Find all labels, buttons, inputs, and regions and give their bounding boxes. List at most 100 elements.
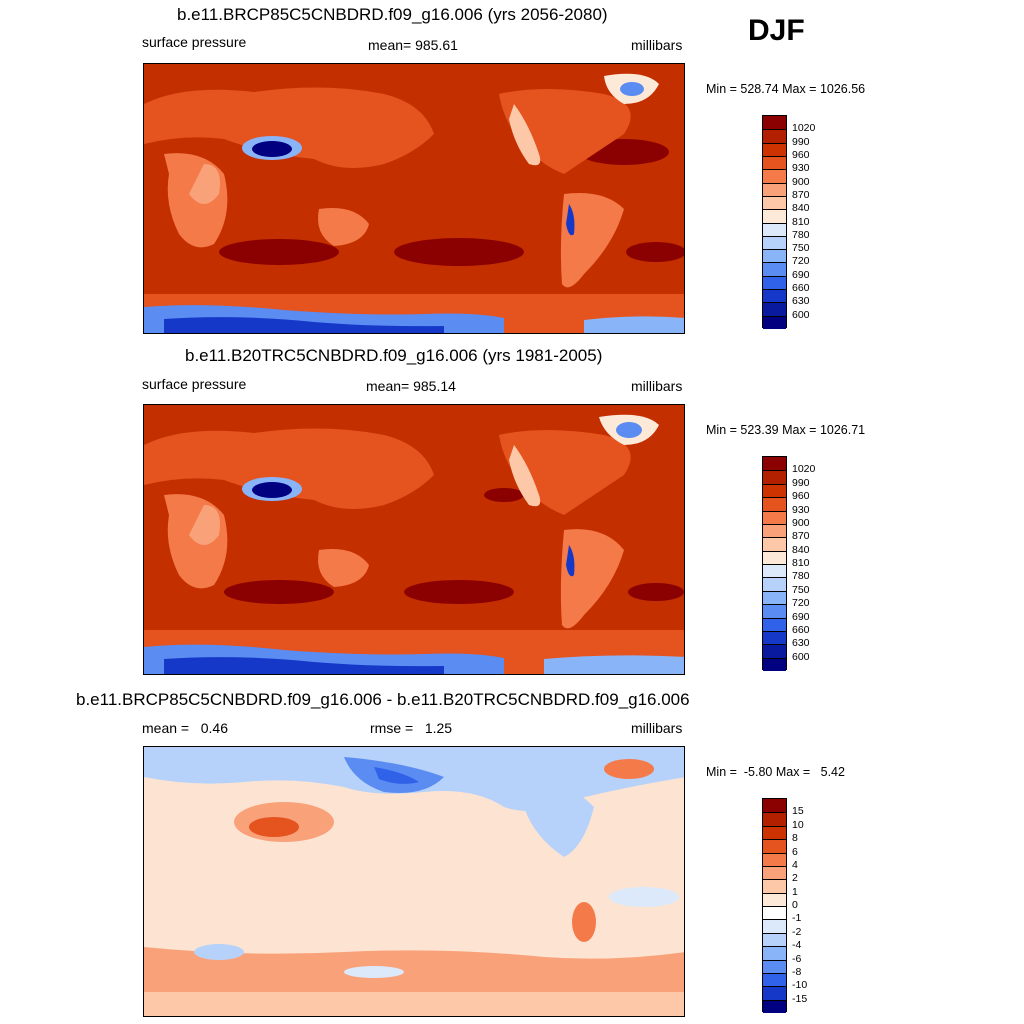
- colorbar-swatch: [763, 959, 786, 973]
- panel2-units-label: millibars: [631, 378, 683, 394]
- colorbar-tick-label: 720: [792, 597, 810, 610]
- colorbar-swatch: [763, 457, 786, 471]
- colorbar-tick-label: 750: [792, 242, 810, 255]
- colorbar-tick-label: 870: [792, 188, 810, 201]
- panel3-map: [143, 746, 685, 1017]
- colorbar-swatch: [763, 919, 786, 933]
- panel2-map: [143, 404, 685, 675]
- colorbar-swatch: [763, 523, 786, 538]
- colorbar-swatch: [763, 839, 786, 853]
- panel3-units-label: millibars: [631, 720, 683, 736]
- colorbar-tick-label: 10: [792, 818, 804, 831]
- colorbar-swatch: [763, 510, 786, 524]
- colorbar-swatch: [763, 182, 786, 196]
- colorbar-swatch: [763, 235, 786, 250]
- colorbar-swatch: [763, 142, 786, 156]
- colorbar-swatch: [763, 604, 786, 618]
- panel2-minmax: Min = 523.39 Max = 1026.71: [706, 423, 866, 437]
- colorbar-tick-label: 990: [792, 135, 810, 148]
- panel1-colorbar: [762, 115, 787, 329]
- colorbar-tick-label: 690: [792, 610, 810, 623]
- panel3-colorbar: [762, 798, 787, 1013]
- colorbar-tick-label: 660: [792, 623, 810, 636]
- panel3-mean-label: mean = 0.46: [142, 720, 229, 736]
- colorbar-tick-label: 960: [792, 490, 810, 503]
- colorbar-swatch: [763, 470, 786, 484]
- colorbar-swatch: [763, 986, 786, 1000]
- panel1-units-label: millibars: [631, 37, 683, 53]
- colorbar-swatch: [763, 906, 786, 920]
- colorbar-swatch: [763, 852, 786, 866]
- colorbar-tick-label: 690: [792, 268, 810, 281]
- colorbar-swatch: [763, 630, 786, 645]
- panel2-variable-label: surface pressure: [142, 376, 247, 392]
- colorbar-swatch: [763, 195, 786, 210]
- colorbar-swatch: [763, 129, 786, 143]
- panel3-rmse-label: rmse = 1.25: [370, 720, 453, 736]
- colorbar-tick-label: 8: [792, 832, 798, 845]
- colorbar-swatch: [763, 657, 786, 671]
- colorbar-tick-label: -2: [792, 925, 802, 938]
- colorbar-tick-label: 630: [792, 295, 810, 308]
- colorbar-tick-label: 720: [792, 255, 810, 268]
- colorbar-swatch: [763, 946, 786, 960]
- colorbar-swatch: [763, 249, 786, 263]
- colorbar-tick-label: 2: [792, 872, 798, 885]
- colorbar-tick-label: 660: [792, 282, 810, 295]
- colorbar-swatch: [763, 275, 786, 290]
- colorbar-tick-label: 990: [792, 476, 810, 489]
- colorbar-swatch: [763, 550, 786, 564]
- colorbar-swatch: [763, 999, 786, 1013]
- colorbar-swatch: [763, 892, 786, 906]
- colorbar-tick-label: 960: [792, 148, 810, 161]
- colorbar-tick-label: -4: [792, 939, 802, 952]
- colorbar-tick-label: -8: [792, 965, 802, 978]
- colorbar-swatch: [763, 497, 786, 511]
- colorbar-tick-label: 810: [792, 215, 810, 228]
- colorbar-swatch: [763, 315, 786, 329]
- colorbar-tick-label: 900: [792, 175, 810, 188]
- colorbar-swatch: [763, 537, 786, 551]
- colorbar-tick-label: 930: [792, 162, 810, 175]
- colorbar-swatch: [763, 222, 786, 236]
- colorbar-tick-label: -10: [792, 979, 808, 992]
- colorbar-tick-label: 630: [792, 637, 810, 650]
- colorbar-swatch: [763, 169, 786, 183]
- colorbar-swatch: [763, 564, 786, 578]
- colorbar-swatch: [763, 879, 786, 893]
- colorbar-tick-label: 1020: [792, 122, 816, 135]
- colorbar-tick-label: 870: [792, 530, 810, 543]
- colorbar-swatch: [763, 617, 786, 631]
- colorbar-tick-label: 15: [792, 805, 804, 818]
- colorbar-swatch: [763, 590, 786, 605]
- colorbar-swatch: [763, 799, 786, 813]
- colorbar-tick-label: 1020: [792, 463, 816, 476]
- colorbar-tick-label: -1: [792, 912, 802, 925]
- colorbar-tick-label: 4: [792, 858, 798, 871]
- panel2-title: b.e11.B20TRC5CNBDRD.f09_g16.006 (yrs 198…: [185, 346, 603, 365]
- panel1-map: [143, 63, 685, 334]
- colorbar-swatch: [763, 865, 786, 880]
- panel2-mean-label: mean= 985.14: [366, 378, 456, 394]
- colorbar-swatch: [763, 825, 786, 840]
- colorbar-swatch: [763, 483, 786, 498]
- colorbar-tick-label: 1: [792, 885, 798, 898]
- colorbar-tick-label: 780: [792, 228, 810, 241]
- colorbar-tick-label: -15: [792, 992, 808, 1005]
- colorbar-tick-label: 780: [792, 570, 810, 583]
- panel1-minmax: Min = 528.74 Max = 1026.56: [706, 82, 866, 96]
- colorbar-tick-label: 900: [792, 516, 810, 529]
- colorbar-tick-label: 930: [792, 503, 810, 516]
- colorbar-tick-label: 6: [792, 845, 798, 858]
- colorbar-swatch: [763, 932, 786, 947]
- colorbar-tick-label: 840: [792, 202, 810, 215]
- colorbar-swatch: [763, 972, 786, 987]
- panel1-title: b.e11.BRCP85C5CNBDRD.f09_g16.006 (yrs 20…: [177, 5, 608, 24]
- colorbar-tick-label: 810: [792, 557, 810, 569]
- colorbar-tick-label: 0: [792, 899, 798, 911]
- season-label: DJF: [748, 14, 805, 47]
- colorbar-swatch: [763, 155, 786, 170]
- panel1-mean-label: mean= 985.61: [368, 37, 458, 53]
- colorbar-swatch: [763, 577, 786, 591]
- colorbar-swatch: [763, 812, 786, 826]
